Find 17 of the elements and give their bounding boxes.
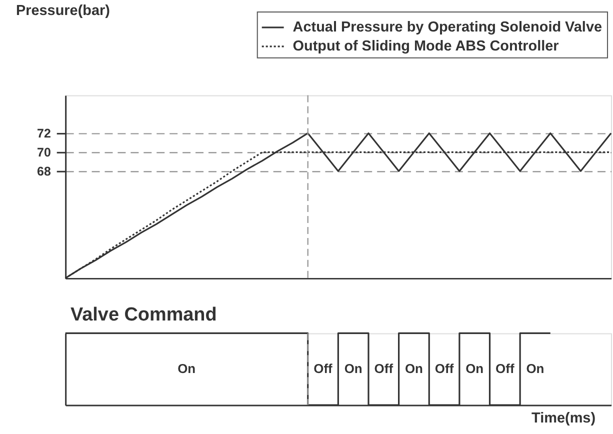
- annotation: Off: [374, 361, 394, 376]
- legend-label: Output of Sliding Mode ABS Controller: [292, 38, 560, 54]
- annotation: On: [526, 361, 544, 376]
- annotation: Off: [496, 361, 515, 376]
- annotation: Off: [434, 361, 454, 376]
- legend-label: Actual Pressure by Operating Solenoid Valve: [292, 19, 602, 36]
- y-tick-label: 68: [37, 164, 51, 179]
- annotation: On: [344, 361, 362, 376]
- chart-title: Valve Command: [70, 304, 217, 326]
- x-axis-title: Time(ms): [532, 410, 596, 426]
- annotation: Off: [314, 361, 334, 376]
- y-tick-label: 72: [37, 126, 51, 141]
- annotation: On: [466, 361, 484, 376]
- y-axis-title: Pressure(bar): [16, 2, 110, 19]
- y-tick-label: 70: [37, 146, 51, 160]
- annotation: On: [178, 361, 196, 376]
- annotation: On: [404, 361, 424, 376]
